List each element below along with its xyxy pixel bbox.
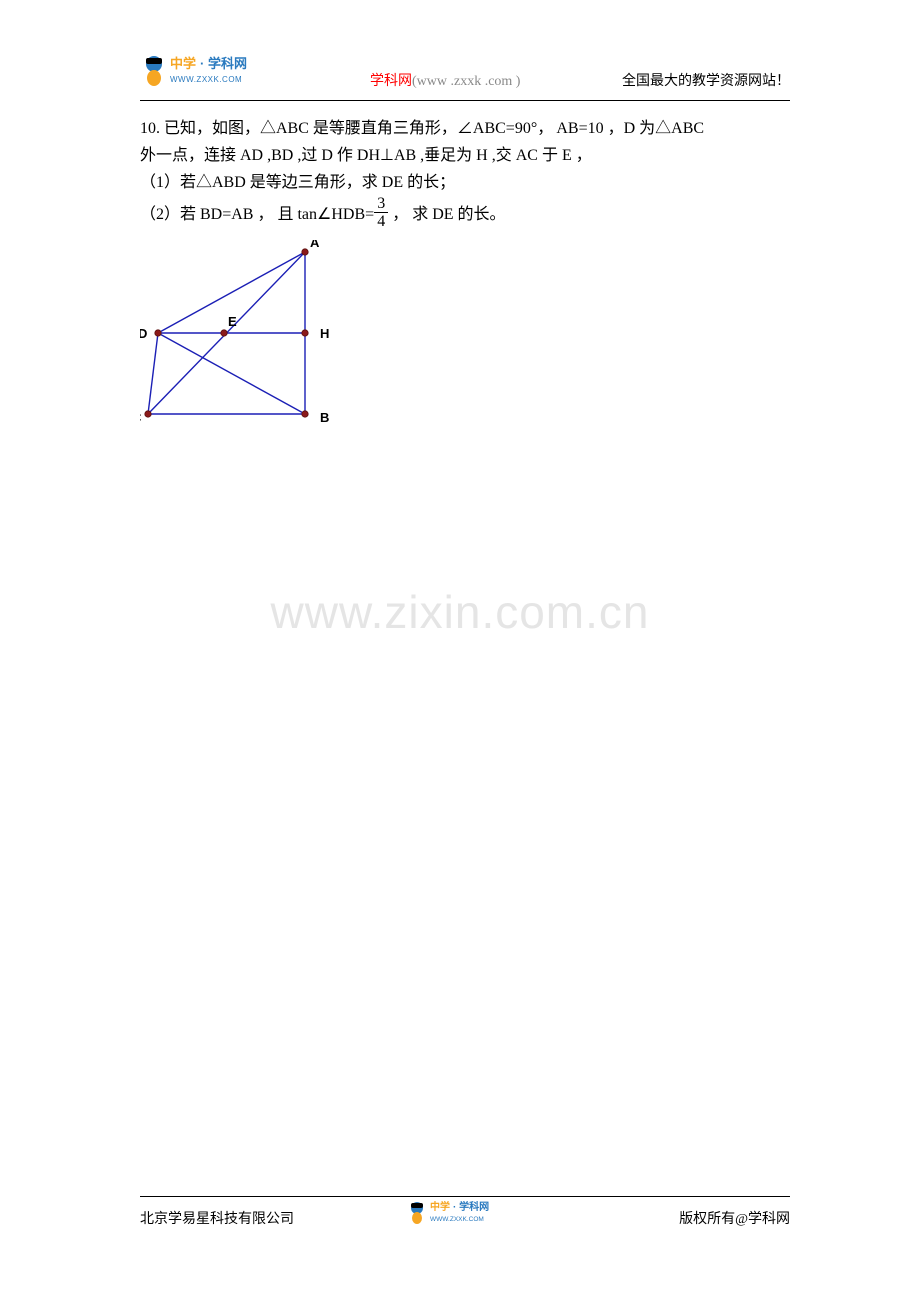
problem-line-4-pre: （2）若 BD=AB ， 且 tan∠HDB= [140, 205, 374, 222]
problem-line-1: 10. 已知，如图，△ABC 是等腰直角三角形，∠ABC=90°， AB=10 … [140, 115, 790, 142]
header-logo-icon: 中学 · 学科网 WWW.ZXXK.COM [140, 52, 260, 94]
fraction: 34 [374, 195, 388, 231]
problem-line-2: 外一点，连接 AD ,BD ,过 D 作 DH⊥AB ,垂足为 H ,交 AC … [140, 142, 790, 169]
svg-text:中学: 中学 [430, 1200, 450, 1213]
header-site-url: (www .zxxk .com ) [412, 74, 520, 89]
fraction-denominator: 4 [374, 213, 388, 231]
page: 中学 · 学科网 WWW.ZXXK.COM 学科网(www .zxxk .com… [0, 0, 920, 1302]
svg-text:· 学科网: · 学科网 [200, 56, 247, 71]
problem-line-4-post: ， 求 DE 的长。 [388, 205, 505, 222]
page-header: 中学 · 学科网 WWW.ZXXK.COM 学科网(www .zxxk .com… [140, 60, 790, 100]
footer-copyright: 版权所有@学科网 [679, 1208, 790, 1228]
svg-text:E: E [228, 314, 237, 329]
watermark-text: www.zixin.com.cn [0, 585, 920, 639]
geometry-diagram: A H B C D E [140, 240, 350, 440]
fraction-numerator: 3 [374, 195, 388, 214]
svg-text:A: A [310, 240, 320, 250]
svg-text:C: C [140, 410, 142, 425]
page-footer: 北京学易星科技有限公司 中学 · 学科网 WWW.ZXXK.COM 版权所有@学… [140, 1202, 790, 1242]
svg-text:WWW.ZXXK.COM: WWW.ZXXK.COM [430, 1216, 484, 1223]
svg-text:中学: 中学 [170, 56, 196, 71]
svg-text:B: B [320, 410, 329, 425]
svg-text:D: D [140, 326, 147, 341]
problem-content: 10. 已知，如图，△ABC 是等腰直角三角形，∠ABC=90°， AB=10 … [140, 115, 790, 233]
header-tagline: 全国最大的教学资源网站！ [622, 70, 790, 90]
svg-text:WWW.ZXXK.COM: WWW.ZXXK.COM [170, 75, 242, 84]
footer-divider [140, 1196, 790, 1197]
footer-company: 北京学易星科技有限公司 [140, 1208, 294, 1228]
footer-logo-icon: 中学 · 学科网 WWW.ZXXK.COM [407, 1198, 517, 1228]
header-divider [140, 100, 790, 101]
header-center-text: 学科网(www .zxxk .com ) [370, 70, 520, 90]
header-site-name: 学科网 [370, 74, 412, 89]
svg-text:H: H [320, 326, 329, 341]
problem-line-3: （1）若△ABD 是等边三角形，求 DE 的长； [140, 169, 790, 196]
problem-line-4: （2）若 BD=AB ， 且 tan∠HDB=34 ， 求 DE 的长。 [140, 197, 790, 233]
svg-text:· 学科网: · 学科网 [453, 1200, 489, 1213]
